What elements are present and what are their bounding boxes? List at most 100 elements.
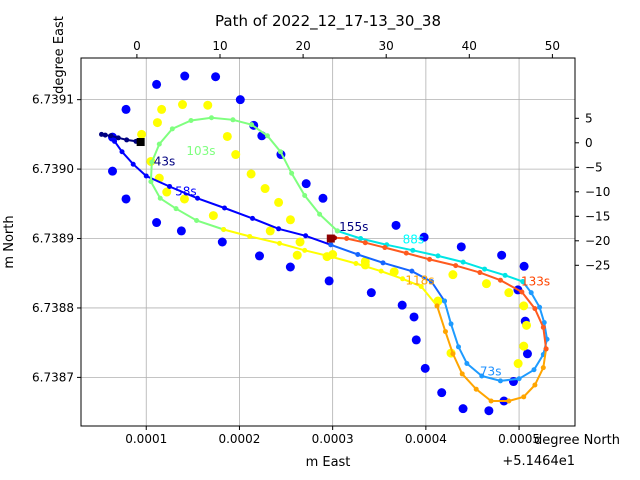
end-marker bbox=[326, 234, 335, 243]
yellow-point bbox=[152, 118, 162, 128]
blue-point bbox=[121, 104, 131, 114]
blue-point bbox=[437, 388, 447, 398]
blue-point bbox=[456, 242, 466, 252]
top-tick-label: 30 bbox=[379, 39, 394, 53]
track-point bbox=[448, 321, 454, 327]
track-point bbox=[537, 304, 543, 310]
yellow-point bbox=[203, 100, 213, 110]
y-axis-label: m North bbox=[2, 215, 17, 268]
track-point bbox=[194, 217, 200, 223]
track-point bbox=[249, 122, 255, 128]
right-tick-label: −20 bbox=[585, 234, 610, 248]
x-tick-label: 0.0004 bbox=[405, 432, 447, 446]
top-tick-label: 40 bbox=[462, 39, 477, 53]
track-point bbox=[482, 266, 488, 272]
track-point bbox=[488, 398, 494, 404]
track-point bbox=[328, 242, 334, 248]
track-point bbox=[264, 133, 270, 139]
track-point bbox=[497, 378, 503, 384]
top-tick-label: 0 bbox=[133, 39, 141, 53]
track-point bbox=[506, 398, 512, 404]
yellow-scatter bbox=[137, 100, 532, 369]
blue-point bbox=[285, 262, 295, 272]
track-point bbox=[403, 250, 409, 256]
x-tick-label: 0.0001 bbox=[125, 432, 167, 446]
yellow-point bbox=[448, 270, 458, 280]
x-tick-label: 0.0002 bbox=[218, 432, 260, 446]
track-point bbox=[334, 228, 340, 234]
top-axis-ticks: 0 10 20 30 40 50 bbox=[133, 39, 560, 58]
top-tick-label: 10 bbox=[212, 39, 227, 53]
track-point bbox=[540, 365, 546, 371]
blue-point bbox=[176, 226, 186, 236]
blue-point bbox=[211, 72, 221, 82]
blue-point bbox=[411, 335, 421, 345]
track-point bbox=[344, 236, 350, 242]
track-point bbox=[435, 253, 441, 259]
blue-point bbox=[497, 250, 507, 260]
blue-point bbox=[522, 349, 532, 359]
track-point bbox=[119, 149, 125, 155]
x-tick-label: 0.0005 bbox=[498, 432, 540, 446]
yellow-point bbox=[519, 301, 529, 311]
top-tick-label: 50 bbox=[545, 39, 560, 53]
track-point bbox=[247, 233, 253, 239]
blue-point bbox=[254, 251, 264, 261]
track-segment bbox=[149, 116, 338, 232]
yellow-point bbox=[260, 184, 270, 194]
track-point bbox=[455, 344, 461, 350]
track-point bbox=[541, 320, 547, 326]
track-point bbox=[519, 289, 525, 295]
right-tick-label: −25 bbox=[585, 258, 610, 272]
plot-frame bbox=[80, 57, 576, 427]
right-axis-ticks: 5 0 −5 −10 −15 −20 −25 bbox=[575, 111, 610, 272]
track-point bbox=[317, 211, 323, 217]
blue-point bbox=[121, 194, 131, 204]
track-point bbox=[540, 324, 546, 330]
yellow-point bbox=[157, 104, 167, 114]
track-point bbox=[157, 195, 163, 201]
track-point bbox=[102, 132, 108, 138]
yellow-point bbox=[519, 341, 529, 351]
track-point bbox=[453, 263, 459, 269]
track-point bbox=[303, 233, 309, 239]
track-point bbox=[195, 195, 201, 201]
track-point bbox=[528, 290, 534, 296]
yellow-point bbox=[179, 194, 189, 204]
track-segment bbox=[223, 228, 438, 307]
track-point bbox=[230, 117, 236, 123]
yellow-point bbox=[208, 211, 218, 221]
track-point bbox=[353, 261, 359, 267]
track-point bbox=[459, 371, 465, 377]
track-point bbox=[543, 346, 549, 352]
track-point bbox=[188, 117, 194, 123]
track-point bbox=[428, 279, 434, 285]
yellow-point bbox=[504, 288, 514, 298]
track-point bbox=[450, 351, 456, 357]
time-label: 155s bbox=[339, 220, 368, 234]
blue-point bbox=[108, 166, 118, 176]
track-point bbox=[382, 245, 388, 251]
track-point bbox=[130, 161, 136, 167]
blue-point bbox=[180, 71, 190, 81]
track-point bbox=[532, 382, 538, 388]
blue-point bbox=[397, 300, 407, 310]
time-label: 133s bbox=[521, 275, 550, 289]
yellow-point bbox=[360, 256, 370, 266]
track-point bbox=[409, 268, 415, 274]
track-point bbox=[208, 115, 214, 121]
track-point bbox=[473, 386, 479, 392]
blue-point bbox=[391, 220, 401, 230]
track-point bbox=[358, 236, 364, 242]
track-point bbox=[112, 138, 118, 144]
y-axis-ticks: 6.7387 6.7388 6.7389 6.7390 6.7391 bbox=[32, 93, 81, 384]
track-point bbox=[460, 259, 466, 265]
yellow-point bbox=[231, 150, 241, 160]
time-labels: 43s 58s 103s 155s 88s 118s 133s 73s bbox=[154, 144, 550, 378]
track-point bbox=[108, 133, 114, 139]
track-point bbox=[497, 277, 503, 283]
right-tick-label: −5 bbox=[585, 160, 603, 174]
blue-point bbox=[420, 363, 430, 373]
track-point bbox=[115, 135, 121, 141]
x-offset-text: +5.1464e1 bbox=[502, 454, 575, 469]
